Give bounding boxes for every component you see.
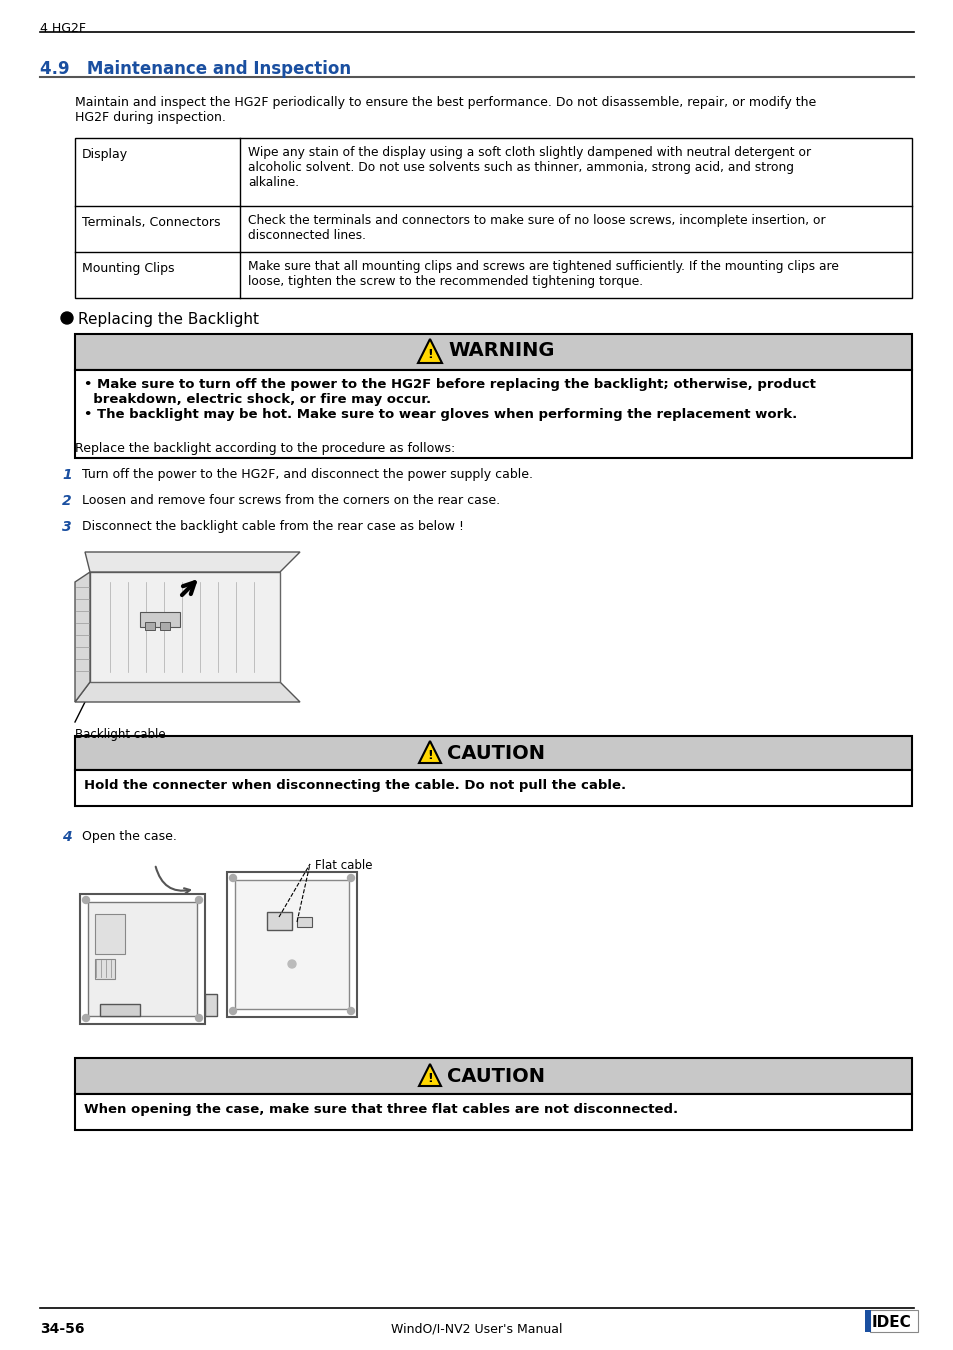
Text: 2: 2	[62, 494, 71, 508]
Bar	[100, 1004, 140, 1017]
Bar	[95, 958, 115, 979]
Bar	[160, 622, 170, 630]
Circle shape	[230, 1007, 236, 1014]
Bar	[864, 1310, 870, 1332]
Circle shape	[82, 1014, 90, 1022]
Text: 4 HG2F: 4 HG2F	[40, 22, 86, 35]
Text: !: !	[427, 348, 433, 360]
Bar	[88, 902, 196, 1017]
Bar	[75, 333, 911, 370]
Bar	[75, 370, 911, 458]
Text: CAUTION: CAUTION	[447, 744, 544, 763]
Polygon shape	[90, 572, 280, 682]
Circle shape	[230, 875, 236, 882]
Bar	[80, 894, 205, 1025]
Text: Maintain and inspect the HG2F periodically to ensure the best performance. Do no: Maintain and inspect the HG2F periodical…	[75, 96, 816, 124]
Bar	[75, 736, 911, 769]
Polygon shape	[417, 339, 441, 363]
Bar	[75, 1094, 911, 1130]
Bar	[296, 917, 312, 927]
Circle shape	[195, 1014, 202, 1022]
Bar	[75, 1058, 911, 1094]
Bar	[75, 138, 911, 298]
Text: IDEC: IDEC	[871, 1315, 911, 1330]
Text: Open the case.: Open the case.	[82, 830, 176, 842]
Text: • Make sure to turn off the power to the HG2F before replacing the backlight; ot: • Make sure to turn off the power to the…	[84, 378, 815, 406]
Text: 3: 3	[62, 520, 71, 535]
Polygon shape	[418, 741, 440, 763]
Text: Display: Display	[82, 148, 128, 161]
Text: WindO/I-NV2 User's Manual: WindO/I-NV2 User's Manual	[391, 1322, 562, 1335]
Circle shape	[82, 896, 90, 903]
Circle shape	[195, 896, 202, 903]
Text: Mounting Clips: Mounting Clips	[82, 262, 174, 275]
Circle shape	[61, 312, 73, 324]
Polygon shape	[85, 552, 299, 572]
Text: CAUTION: CAUTION	[447, 1066, 544, 1085]
Text: !: !	[427, 1072, 433, 1085]
Bar	[140, 612, 180, 626]
Text: Flat cable: Flat cable	[314, 859, 372, 872]
Bar	[75, 769, 911, 806]
Text: Make sure that all mounting clips and screws are tightened sufficiently. If the : Make sure that all mounting clips and sc…	[248, 261, 838, 288]
Text: 1: 1	[62, 468, 71, 482]
Text: Replace the backlight according to the procedure as follows:: Replace the backlight according to the p…	[75, 441, 455, 455]
Circle shape	[347, 875, 355, 882]
Bar	[869, 1310, 917, 1332]
Bar	[227, 872, 356, 1017]
Text: Check the terminals and connectors to make sure of no loose screws, incomplete i: Check the terminals and connectors to ma…	[248, 215, 824, 242]
Text: 4: 4	[62, 830, 71, 844]
Text: Backlight cable: Backlight cable	[75, 728, 166, 741]
Text: WARNING: WARNING	[448, 342, 554, 360]
Text: Terminals, Connectors: Terminals, Connectors	[82, 216, 220, 230]
Circle shape	[347, 1007, 355, 1014]
Text: When opening the case, make sure that three flat cables are not disconnected.: When opening the case, make sure that th…	[84, 1103, 678, 1116]
Circle shape	[288, 960, 295, 968]
Text: Loosen and remove four screws from the corners on the rear case.: Loosen and remove four screws from the c…	[82, 494, 499, 508]
Polygon shape	[418, 1064, 440, 1085]
Text: • The backlight may be hot. Make sure to wear gloves when performing the replace: • The backlight may be hot. Make sure to…	[84, 408, 797, 421]
Text: Turn off the power to the HG2F, and disconnect the power supply cable.: Turn off the power to the HG2F, and disc…	[82, 468, 533, 481]
Text: 34-56: 34-56	[40, 1322, 85, 1336]
Bar	[145, 622, 154, 630]
Text: Hold the connecter when disconnecting the cable. Do not pull the cable.: Hold the connecter when disconnecting th…	[84, 779, 625, 792]
Bar	[95, 914, 125, 954]
Text: Wipe any stain of the display using a soft cloth slightly dampened with neutral : Wipe any stain of the display using a so…	[248, 146, 810, 189]
Text: !: !	[427, 749, 433, 761]
Polygon shape	[75, 572, 90, 702]
Bar	[205, 994, 216, 1017]
Text: 4.9   Maintenance and Inspection: 4.9 Maintenance and Inspection	[40, 59, 351, 78]
Bar	[234, 880, 349, 1008]
Polygon shape	[75, 682, 299, 702]
Text: Replacing the Backlight: Replacing the Backlight	[78, 312, 258, 327]
Text: Disconnect the backlight cable from the rear case as below !: Disconnect the backlight cable from the …	[82, 520, 463, 533]
Bar	[267, 913, 292, 930]
